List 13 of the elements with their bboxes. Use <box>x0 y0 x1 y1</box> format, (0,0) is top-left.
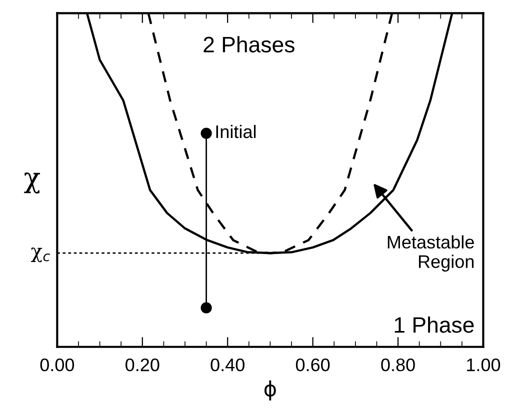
x-tick-label: 0.20 <box>126 358 160 372</box>
annotation: Metastable Region <box>388 235 474 272</box>
annotation: 1 Phase <box>394 316 474 333</box>
x-tick-label: 0.60 <box>296 358 330 372</box>
x-axis-title: ϕ <box>264 380 276 401</box>
x-tick-label: 0.40 <box>210 358 244 372</box>
x-tick-label: 1.00 <box>467 358 500 372</box>
x-tick-label: 0.00 <box>40 358 74 372</box>
x-tick-label: 0.80 <box>381 358 415 372</box>
y-axis-title: χ <box>24 172 40 194</box>
annotation: 2 Phases <box>204 36 294 52</box>
ref-line-label: χ$_{c}$ <box>30 248 50 262</box>
annotation: Initial <box>216 124 256 138</box>
